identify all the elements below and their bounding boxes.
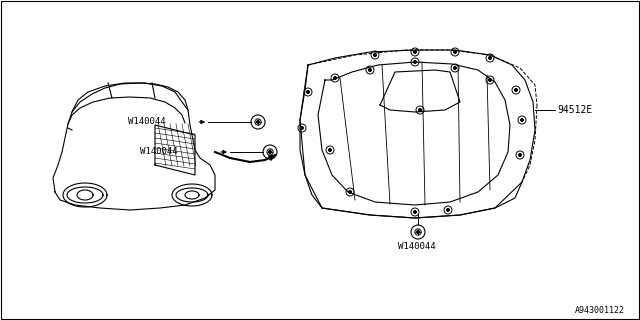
Circle shape (451, 64, 459, 72)
Circle shape (516, 151, 524, 159)
Circle shape (413, 60, 417, 63)
Circle shape (419, 108, 422, 111)
Circle shape (269, 150, 271, 154)
Circle shape (371, 51, 379, 59)
Circle shape (267, 149, 273, 155)
Circle shape (520, 118, 524, 122)
Circle shape (447, 209, 449, 212)
Circle shape (349, 190, 351, 194)
Circle shape (488, 57, 492, 60)
Circle shape (488, 78, 492, 82)
Circle shape (417, 230, 419, 234)
Circle shape (411, 58, 419, 66)
Circle shape (512, 86, 520, 94)
Circle shape (304, 88, 312, 96)
Circle shape (369, 68, 371, 71)
Circle shape (326, 146, 334, 154)
Circle shape (263, 145, 277, 159)
Circle shape (257, 121, 259, 124)
Circle shape (411, 208, 419, 216)
Circle shape (298, 124, 306, 132)
Circle shape (301, 126, 303, 130)
Text: W140044: W140044 (398, 242, 436, 251)
Circle shape (255, 119, 261, 125)
Circle shape (454, 51, 456, 53)
Circle shape (413, 51, 417, 53)
Circle shape (374, 53, 376, 57)
Text: A943001122: A943001122 (575, 306, 625, 315)
Circle shape (444, 206, 452, 214)
Circle shape (346, 188, 354, 196)
Text: W140044: W140044 (140, 147, 178, 156)
Circle shape (411, 225, 425, 239)
Circle shape (518, 154, 522, 156)
Circle shape (328, 148, 332, 151)
Circle shape (454, 67, 456, 69)
Circle shape (307, 91, 310, 93)
Circle shape (413, 211, 417, 213)
Circle shape (451, 48, 459, 56)
Circle shape (366, 66, 374, 74)
Text: W140044: W140044 (128, 116, 166, 125)
Circle shape (331, 74, 339, 82)
Text: 94512E: 94512E (557, 105, 592, 115)
Circle shape (251, 115, 265, 129)
Circle shape (411, 48, 419, 56)
Circle shape (416, 106, 424, 114)
Circle shape (518, 116, 526, 124)
Circle shape (415, 229, 421, 235)
Circle shape (515, 89, 518, 92)
Circle shape (486, 54, 494, 62)
Circle shape (333, 76, 337, 79)
Circle shape (486, 76, 494, 84)
